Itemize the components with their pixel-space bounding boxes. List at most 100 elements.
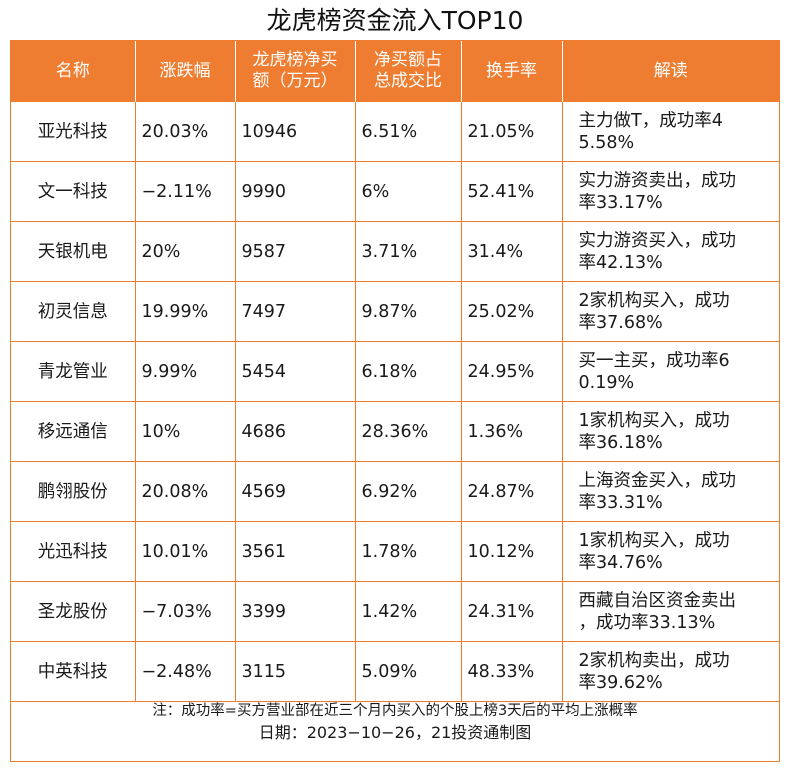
cell-turnover: 24.87% xyxy=(460,461,563,522)
interp-line2: 率42.13% xyxy=(578,252,663,273)
header-ratio: 净买额占 总成交比 xyxy=(355,41,462,102)
table-row: 天银机电 20% 9587 3.71% 31.4% 实力游资买入，成功 率42.… xyxy=(11,221,779,282)
interp-line1: 西藏自治区资金卖出 xyxy=(578,590,737,611)
cell-change: 20.03% xyxy=(134,101,236,162)
footer-note: 注：成功率=买方营业部在近三个月内买入的个股上榜3天后的平均上涨概率 xyxy=(152,703,638,719)
cell-ratio: 9.87% xyxy=(354,281,462,342)
cell-name: 青龙管业 xyxy=(11,341,136,402)
header-net-buy-line1: 龙虎榜净买 xyxy=(252,50,338,70)
cell-net-buy: 3115 xyxy=(234,641,356,702)
interp-line1: 1家机构买入，成功 xyxy=(578,530,730,551)
header-ratio-line1: 净买额占 xyxy=(374,50,442,70)
header-turnover: 换手率 xyxy=(461,41,563,102)
cell-name: 中英科技 xyxy=(11,641,136,702)
header-row: 名称 涨跌幅 龙虎榜净买 额（万元） 净买额占 总成交比 换手率 解读 xyxy=(11,41,779,102)
cell-turnover: 24.31% xyxy=(460,581,563,642)
header-net-buy: 龙虎榜净买 额（万元） xyxy=(235,41,356,102)
page-title: 龙虎榜资金流入TOP10 xyxy=(266,6,524,35)
interp-line2: ，成功率33.13% xyxy=(578,612,716,633)
cell-ratio: 3.71% xyxy=(354,221,462,282)
cell-change: 10% xyxy=(134,401,236,462)
interp-line1: 1家机构买入，成功 xyxy=(578,410,730,431)
table-row: 鹏翎股份 20.08% 4569 6.92% 24.87% 上海资金买入，成功 … xyxy=(11,461,779,522)
cell-turnover: 52.41% xyxy=(460,161,563,222)
header-net-buy-line2: 额（万元） xyxy=(252,71,338,91)
cell-turnover: 48.33% xyxy=(460,641,563,702)
interp-line1: 2家机构买入，成功 xyxy=(578,290,730,311)
table-row: 中英科技 −2.48% 3115 5.09% 48.33% 2家机构卖出，成功 … xyxy=(11,641,779,702)
interp-line1: 实力游资买入，成功 xyxy=(578,230,737,251)
cell-ratio: 5.09% xyxy=(354,641,462,702)
table-frame: 名称 涨跌幅 龙虎榜净买 额（万元） 净买额占 总成交比 换手率 解读 亚光科技… xyxy=(10,40,780,762)
cell-interpretation: 1家机构买入，成功 率34.76% xyxy=(561,521,779,582)
cell-change: 9.99% xyxy=(134,341,236,402)
cell-change: 20.08% xyxy=(134,461,236,522)
table-row: 移远通信 10% 4686 28.36% 1.36% 1家机构买入，成功 率36… xyxy=(11,401,779,462)
cell-interpretation: 实力游资卖出，成功 率33.17% xyxy=(561,161,779,222)
cell-name: 移远通信 xyxy=(11,401,136,462)
cell-name: 天银机电 xyxy=(11,221,136,282)
cell-turnover: 24.95% xyxy=(460,341,563,402)
cell-change: −2.11% xyxy=(134,161,236,222)
cell-name: 鹏翎股份 xyxy=(11,461,136,522)
cell-change: 10.01% xyxy=(134,521,236,582)
table-row: 初灵信息 19.99% 7497 9.87% 25.02% 2家机构买入，成功 … xyxy=(11,281,779,342)
table-row: 文一科技 −2.11% 9990 6% 52.41% 实力游资卖出，成功 率33… xyxy=(11,161,779,222)
footer: 注：成功率=买方营业部在近三个月内买入的个股上榜3天后的平均上涨概率 日期：20… xyxy=(11,701,779,744)
cell-name: 初灵信息 xyxy=(11,281,136,342)
cell-interpretation: 2家机构买入，成功 率37.68% xyxy=(561,281,779,342)
header-change: 涨跌幅 xyxy=(135,41,236,102)
cell-net-buy: 3561 xyxy=(234,521,356,582)
interp-line2: 率33.17% xyxy=(578,192,663,213)
cell-interpretation: 买一主买，成功率6 0.19% xyxy=(561,341,779,402)
cell-net-buy: 9587 xyxy=(234,221,356,282)
cell-change: −7.03% xyxy=(134,581,236,642)
interp-line2: 率36.18% xyxy=(578,432,663,453)
cell-interpretation: 实力游资买入，成功 率42.13% xyxy=(561,221,779,282)
interp-line1: 上海资金买入，成功 xyxy=(578,470,737,491)
cell-net-buy: 9990 xyxy=(234,161,356,222)
cell-net-buy: 4686 xyxy=(234,401,356,462)
cell-change: 20% xyxy=(134,221,236,282)
cell-turnover: 25.02% xyxy=(460,281,563,342)
cell-net-buy: 5454 xyxy=(234,341,356,402)
interp-line1: 主力做T，成功率4 xyxy=(578,110,723,131)
cell-net-buy: 4569 xyxy=(234,461,356,522)
interp-line2: 率37.68% xyxy=(578,312,663,333)
cell-interpretation: 1家机构买入，成功 率36.18% xyxy=(561,401,779,462)
interp-line1: 实力游资卖出，成功 xyxy=(578,170,737,191)
interp-line2: 率39.62% xyxy=(578,672,663,693)
cell-name: 文一科技 xyxy=(11,161,136,222)
interp-line2: 0.19% xyxy=(578,372,635,393)
cell-ratio: 6.18% xyxy=(354,341,462,402)
cell-net-buy: 3399 xyxy=(234,581,356,642)
header-name: 名称 xyxy=(11,41,136,102)
table-row: 圣龙股份 −7.03% 3399 1.42% 24.31% 西藏自治区资金卖出 … xyxy=(11,581,779,642)
cell-net-buy: 7497 xyxy=(234,281,356,342)
interp-line2: 率34.76% xyxy=(578,552,663,573)
header-ratio-line2: 总成交比 xyxy=(374,71,442,91)
cell-interpretation: 2家机构卖出，成功 率39.62% xyxy=(561,641,779,702)
interp-line2: 5.58% xyxy=(578,132,635,153)
table-row: 亚光科技 20.03% 10946 6.51% 21.05% 主力做T，成功率4… xyxy=(11,101,779,162)
cell-ratio: 6% xyxy=(354,161,462,222)
table-row: 青龙管业 9.99% 5454 6.18% 24.95% 买一主买，成功率6 0… xyxy=(11,341,779,402)
cell-ratio: 6.92% xyxy=(354,461,462,522)
cell-ratio: 1.42% xyxy=(354,581,462,642)
table-row: 光迅科技 10.01% 3561 1.78% 10.12% 1家机构买入，成功 … xyxy=(11,521,779,582)
interp-line2: 率33.31% xyxy=(578,492,663,513)
cell-interpretation: 主力做T，成功率4 5.58% xyxy=(561,101,779,162)
cell-ratio: 28.36% xyxy=(354,401,462,462)
cell-turnover: 31.4% xyxy=(460,221,563,282)
cell-name: 圣龙股份 xyxy=(11,581,136,642)
cell-interpretation: 上海资金买入，成功 率33.31% xyxy=(561,461,779,522)
header-interpretation: 解读 xyxy=(562,41,779,102)
cell-turnover: 10.12% xyxy=(460,521,563,582)
cell-name: 亚光科技 xyxy=(11,101,136,162)
cell-change: 19.99% xyxy=(134,281,236,342)
footer-date: 日期：2023−10−26，21投资通制图 xyxy=(258,723,532,742)
cell-ratio: 6.51% xyxy=(354,101,462,162)
cell-interpretation: 西藏自治区资金卖出 ，成功率33.13% xyxy=(561,581,779,642)
cell-name: 光迅科技 xyxy=(11,521,136,582)
cell-turnover: 1.36% xyxy=(460,401,563,462)
